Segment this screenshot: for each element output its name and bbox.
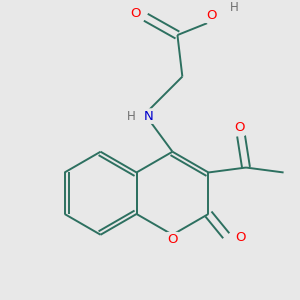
Text: O: O xyxy=(167,233,178,246)
Text: O: O xyxy=(131,7,141,20)
Text: N: N xyxy=(144,110,154,123)
Text: O: O xyxy=(206,9,216,22)
Text: H: H xyxy=(230,1,238,14)
Text: O: O xyxy=(235,231,245,244)
Text: H: H xyxy=(127,110,135,123)
Text: O: O xyxy=(234,122,244,134)
